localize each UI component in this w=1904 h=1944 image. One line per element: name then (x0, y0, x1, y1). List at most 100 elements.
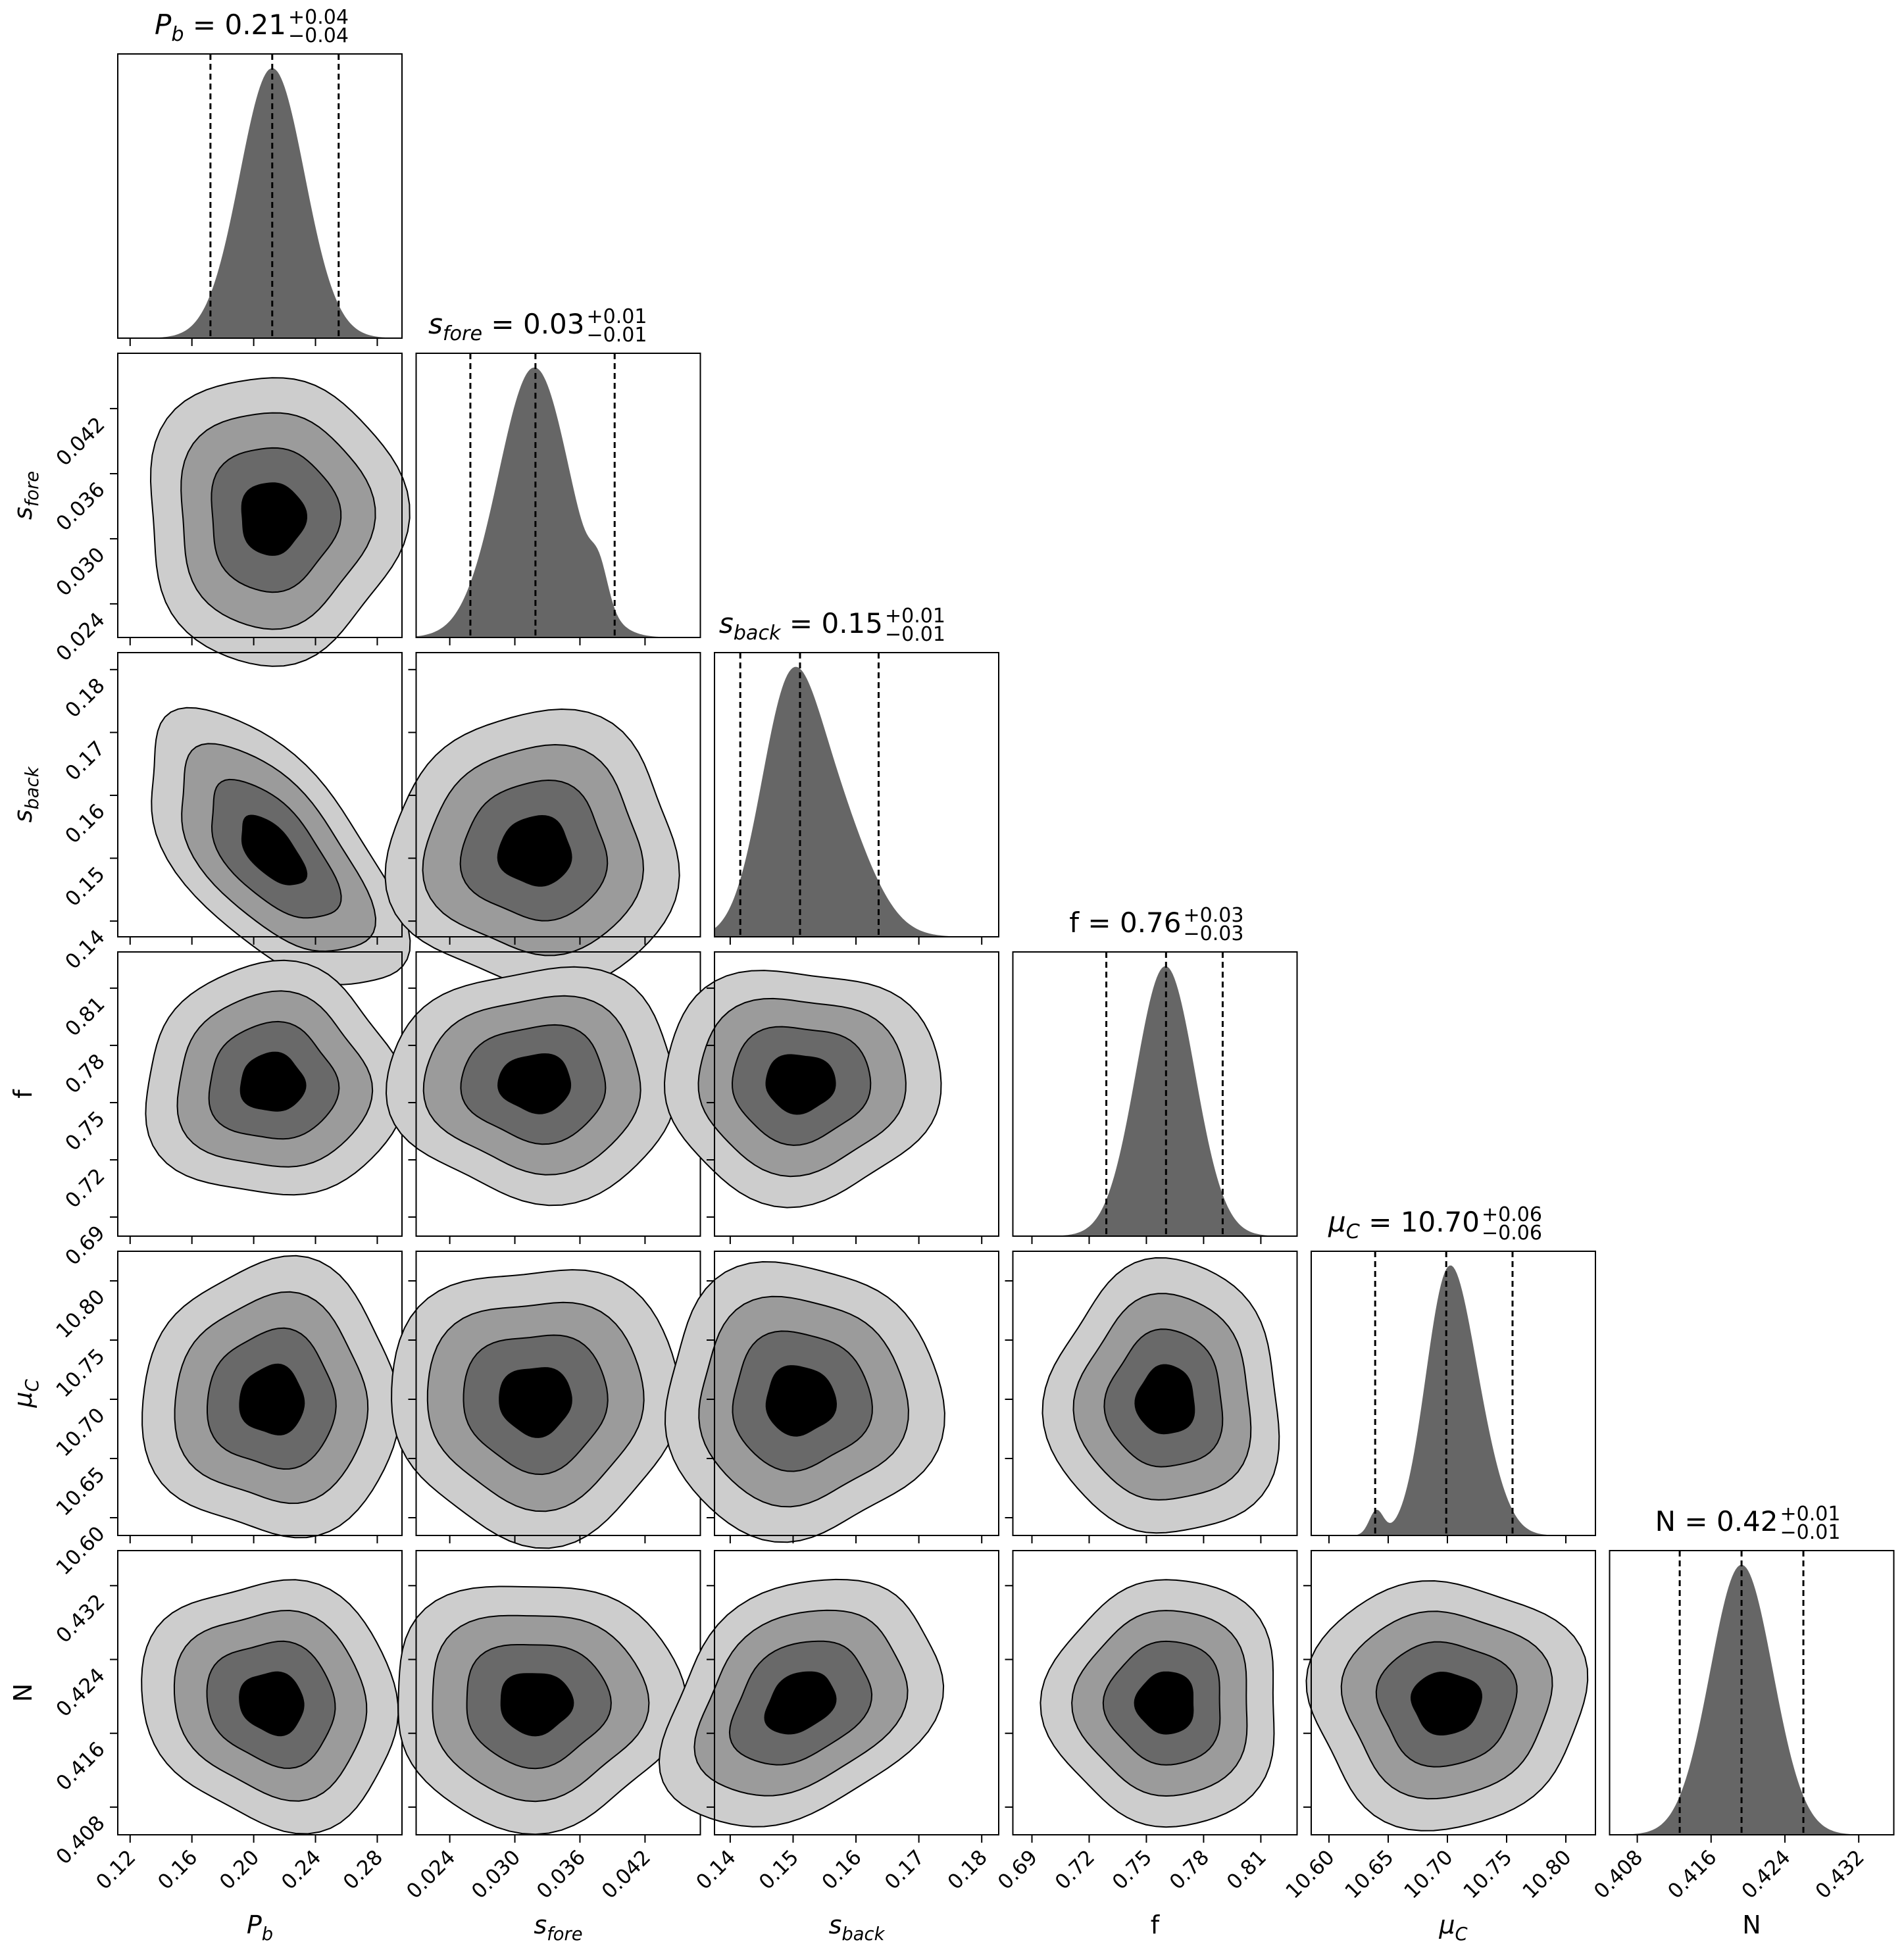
title-plus-error: +0.04 (288, 6, 349, 29)
title-value: 0.21 (224, 9, 286, 41)
title-value: 10.70 (1401, 1206, 1480, 1238)
contour-panel-s_back-vs-f (663, 951, 999, 1244)
axis-label-main: P (247, 1910, 262, 1939)
x-tick-label: 0.78 (1165, 1845, 1214, 1894)
contour-level-4 (239, 1671, 305, 1737)
panel-title: Pb = 0.21 (155, 9, 286, 46)
histogram-fill (1609, 1564, 1894, 1835)
y-axis-label: N (9, 1683, 38, 1702)
title-value: 0.03 (523, 308, 585, 340)
x-tick-label: 0.72 (1051, 1845, 1099, 1894)
title-label-sub: back (734, 622, 782, 645)
y-tick-label: 0.72 (61, 1164, 109, 1212)
axis-label-main: f (1151, 1910, 1161, 1939)
axis-label-main: s (534, 1910, 547, 1939)
title-value: 0.76 (1120, 907, 1182, 939)
contour-level-4 (497, 814, 572, 887)
y-tick-label: 0.042 (51, 412, 109, 470)
contour-panel-s_fore-vs-s_back (384, 652, 701, 991)
histogram-fill (1013, 966, 1297, 1236)
x-tick-label: 0.81 (1222, 1845, 1271, 1894)
x-tick-label: 0.424 (1737, 1845, 1795, 1903)
histogram-panel-f: f = 0.76 +0.03−0.03 (1012, 904, 1298, 1244)
x-tick-label: 0.042 (597, 1845, 655, 1903)
x-tick-label: 0.17 (880, 1845, 929, 1894)
x-axis-label: Pb (247, 1910, 273, 1944)
title-label-sub: b (171, 23, 184, 46)
title-label-main: s (428, 308, 443, 340)
y-tick-label: 0.81 (61, 992, 109, 1041)
axis-label-main: f (9, 1089, 38, 1099)
y-tick-label: 10.65 (51, 1462, 109, 1520)
axis-label-main: s (9, 810, 38, 823)
contour-panel-P_b-vs-s_back: 0.14 0.15 0.16 0.17 0.18 sback (9, 652, 411, 985)
x-tick-label: 0.20 (215, 1845, 264, 1894)
title-minus-error: −0.04 (288, 24, 349, 47)
title-minus-error: −0.01 (885, 623, 945, 646)
y-tick-label: 0.408 (51, 1811, 109, 1869)
axis-label-sub: C (1455, 1924, 1468, 1944)
x-tick-label: 0.12 (91, 1845, 140, 1894)
x-tick-label: 10.75 (1459, 1845, 1516, 1903)
histogram-fill (416, 367, 701, 637)
title-equals: = (184, 9, 225, 41)
histogram-panel-mu_C: μC = 10.70 +0.06−0.06 (1311, 1203, 1596, 1543)
axis-label-sub: back (841, 1924, 885, 1944)
x-tick-label: 0.75 (1108, 1845, 1157, 1894)
y-tick-label: 0.18 (61, 674, 109, 722)
panel-title: μC = 10.70 (1328, 1206, 1480, 1243)
histogram-fill (118, 68, 402, 338)
x-axis-label: f (1151, 1910, 1161, 1939)
y-tick-label: 0.69 (61, 1221, 109, 1270)
x-axis-label: sfore (534, 1910, 582, 1944)
y-axis-label: sfore (9, 471, 43, 520)
contour-panel-P_b-vs-N: 0.12 0.16 0.20 0.24 0.28 0.408 0.416 0.424 0.432… (9, 1550, 403, 1944)
contour-panel-P_b-vs-f: 0.69 0.72 0.75 0.78 0.81 f (9, 951, 407, 1270)
y-tick-label: 10.60 (51, 1522, 109, 1580)
title-label-sub: C (1346, 1220, 1360, 1243)
title-label-main: N (1655, 1505, 1676, 1537)
title-equals: = (781, 607, 822, 639)
contour-level-4 (239, 1051, 307, 1112)
axis-label-sub: fore (547, 1924, 582, 1944)
y-tick-label: 0.17 (61, 737, 109, 785)
title-plus-error: +0.03 (1184, 904, 1244, 927)
panel-frame (117, 53, 403, 339)
title-value: 0.42 (1716, 1505, 1778, 1537)
panel-frame (1012, 1550, 1298, 1835)
contour-level-4 (764, 1671, 837, 1735)
x-tick-label: 10.65 (1340, 1845, 1398, 1903)
y-tick-label: 10.80 (51, 1285, 109, 1343)
x-tick-label: 0.408 (1590, 1845, 1647, 1903)
y-tick-label: 10.75 (51, 1344, 109, 1402)
contour-level-4 (239, 1363, 305, 1435)
title-equals: = (1360, 1206, 1401, 1238)
axis-label-sub: back (22, 766, 43, 809)
title-equals: = (1676, 1505, 1716, 1537)
panel-title: sfore = 0.03 (428, 308, 585, 345)
histogram-panel-s_fore: sfore = 0.03 +0.01−0.01 (415, 305, 701, 645)
contour-panel-s_fore-vs-mu_C (391, 1251, 701, 1549)
axis-label-sub: C (22, 1378, 43, 1391)
contour-level-4 (765, 1054, 836, 1115)
contour-level-4 (1410, 1672, 1483, 1735)
x-axis-label: sback (829, 1910, 886, 1944)
histogram-fill (714, 666, 999, 937)
title-label-sub: fore (443, 322, 482, 345)
title-plus-error: +0.01 (1780, 1503, 1841, 1526)
title-label-main: μ (1328, 1206, 1346, 1238)
y-tick-label: 0.16 (61, 799, 109, 848)
x-tick-label: 0.416 (1663, 1845, 1721, 1903)
x-tick-label: 0.15 (755, 1845, 803, 1894)
x-tick-label: 10.70 (1399, 1845, 1457, 1903)
y-tick-label: 0.416 (51, 1737, 109, 1795)
contour-panel-s_back-vs-N: 0.14 0.15 0.16 0.17 0.18 sback (658, 1550, 999, 1944)
y-tick-label: 0.75 (61, 1107, 109, 1155)
title-minus-error: −0.01 (1780, 1521, 1841, 1544)
axis-label-main: μ (1438, 1910, 1455, 1939)
panel-frame (1012, 1251, 1298, 1536)
y-axis-label: sback (9, 766, 43, 822)
x-tick-label: 0.28 (339, 1845, 388, 1894)
